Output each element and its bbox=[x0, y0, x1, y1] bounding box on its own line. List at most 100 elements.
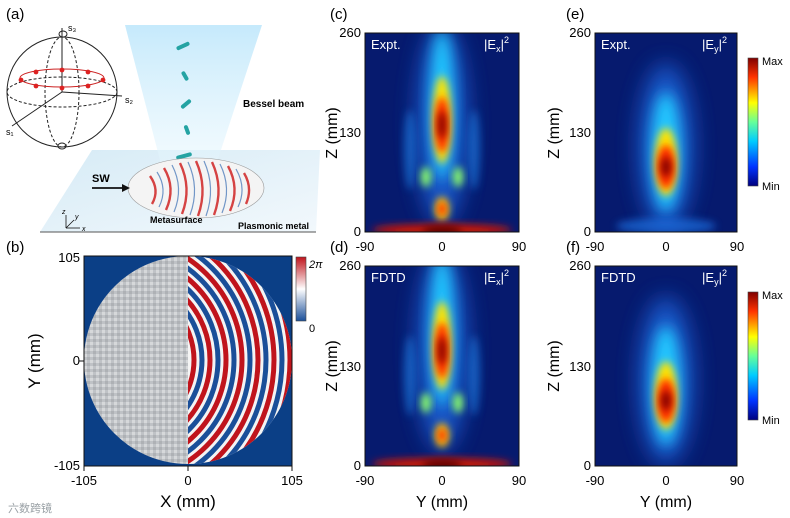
panel-b-label: (b) bbox=[6, 239, 24, 256]
e-ztick-260: 260 bbox=[569, 25, 591, 40]
b-xtick-mid: 0 bbox=[184, 473, 191, 488]
d-ytick-right: 90 bbox=[512, 473, 526, 488]
panel-f-label: (f) bbox=[566, 239, 580, 256]
phase-colorbar-min: 0 bbox=[309, 323, 315, 335]
intensity-colorbar-bottom: Max Min bbox=[747, 290, 783, 427]
c-ytick-mid: 0 bbox=[438, 239, 445, 254]
s3-label: s₃ bbox=[68, 23, 77, 33]
side-lobe-left bbox=[404, 335, 416, 416]
e-ytick-mid: 0 bbox=[662, 239, 669, 254]
panel-c-label: (c) bbox=[330, 6, 348, 23]
phase-colorbar bbox=[295, 256, 307, 322]
panel-e-label: (e) bbox=[566, 6, 584, 23]
c-ztick-0: 0 bbox=[354, 224, 361, 239]
b-ylabel: Y (mm) bbox=[25, 333, 44, 388]
colorbar-bottom-min: Min bbox=[762, 415, 780, 427]
s2-axis bbox=[61, 91, 123, 97]
pole-bottom bbox=[57, 142, 67, 150]
axis-z-label: z bbox=[61, 209, 66, 216]
d-zlabel: Z (mm) bbox=[324, 340, 341, 392]
bessel-beam-cone bbox=[125, 25, 262, 168]
d-ztick-130: 130 bbox=[339, 359, 361, 374]
surface-band bbox=[616, 218, 716, 232]
f-ytick-mid: 0 bbox=[662, 473, 669, 488]
c-field bbox=[372, 33, 512, 232]
polarization-markers bbox=[176, 41, 192, 160]
b-ytick-top: 105 bbox=[58, 250, 80, 265]
colorbar-top-min: Min bbox=[762, 181, 780, 193]
plasmonic-metal-label: Plasmonic metal bbox=[238, 221, 309, 231]
e-ytick-left: -90 bbox=[586, 239, 605, 254]
pole-top bbox=[58, 30, 68, 38]
axis-y-label: y bbox=[74, 214, 79, 221]
e-ztick-130: 130 bbox=[569, 125, 591, 140]
b-xlabel: X (mm) bbox=[160, 492, 216, 511]
e-ztick-0: 0 bbox=[584, 224, 591, 239]
side-lobe-left bbox=[404, 109, 416, 190]
b-xtick-right: 105 bbox=[281, 473, 303, 488]
c-ytick-left: -90 bbox=[356, 239, 375, 254]
d-ytick-left: -90 bbox=[356, 473, 375, 488]
phase-disk bbox=[84, 256, 292, 464]
e-field bbox=[616, 63, 716, 232]
panel-d-label: (d) bbox=[330, 239, 348, 256]
mid-spot-left bbox=[421, 392, 431, 413]
poincare-sphere bbox=[6, 28, 123, 150]
mid-spot-left bbox=[421, 166, 431, 187]
f-ztick-130: 130 bbox=[569, 359, 591, 374]
beam-peak-center bbox=[661, 156, 671, 177]
e-ytick-right: 90 bbox=[730, 239, 744, 254]
watermark: 六数跨镜 bbox=[8, 501, 52, 515]
axis-x-label: x bbox=[81, 226, 86, 233]
sw-label: SW bbox=[92, 173, 110, 185]
f-ztick-0: 0 bbox=[584, 458, 591, 473]
d-ztick-0: 0 bbox=[354, 458, 361, 473]
d-field bbox=[372, 266, 512, 466]
c-ytick-right: 90 bbox=[512, 239, 526, 254]
c-title: Expt. bbox=[371, 37, 401, 52]
f-ytick-right: 90 bbox=[730, 473, 744, 488]
secondary-spot-core bbox=[438, 428, 446, 443]
s1-label: s₁ bbox=[6, 127, 14, 137]
b-xtick-left: -105 bbox=[71, 473, 97, 488]
polarization-points bbox=[18, 67, 106, 91]
side-lobe-right bbox=[468, 335, 480, 416]
beam-peak-center bbox=[661, 390, 671, 411]
f-ytick-left: -90 bbox=[586, 473, 605, 488]
metasurface-label: Metasurface bbox=[150, 215, 203, 225]
b-ytick-mid: 0 bbox=[73, 353, 80, 368]
s2-label: s₂ bbox=[125, 95, 134, 105]
beam-peak-center bbox=[438, 110, 446, 139]
f-ylabel: Y (mm) bbox=[640, 494, 692, 511]
f-ztick-260: 260 bbox=[569, 258, 591, 273]
sw-arrowhead bbox=[122, 184, 130, 192]
s1-axis bbox=[11, 91, 63, 127]
f-field bbox=[638, 296, 694, 465]
metasurface-disk bbox=[127, 157, 265, 219]
panel-a-label: (a) bbox=[6, 6, 24, 23]
panel-e: (e) Expt. |Ey|2 bbox=[566, 6, 738, 233]
beam-peak-center bbox=[438, 336, 446, 365]
panel-b: (b) bbox=[6, 239, 323, 511]
e-zlabel: Z (mm) bbox=[546, 107, 563, 159]
d-ylabel: Y (mm) bbox=[416, 494, 468, 511]
d-title: FDTD bbox=[371, 270, 406, 285]
d-ytick-mid: 0 bbox=[438, 473, 445, 488]
bessel-beam-label: Bessel beam bbox=[243, 99, 304, 110]
f-zlabel: Z (mm) bbox=[546, 340, 563, 392]
mid-spot-right bbox=[453, 166, 463, 187]
d-field-label: |Ex|2 bbox=[484, 268, 509, 287]
side-lobe-right bbox=[468, 109, 480, 190]
sphere-equator bbox=[6, 76, 118, 108]
secondary-spot-core bbox=[438, 202, 446, 217]
e-title: Expt. bbox=[601, 37, 631, 52]
surface-band-core bbox=[422, 226, 462, 232]
f-title: FDTD bbox=[601, 270, 636, 285]
c-ztick-260: 260 bbox=[339, 25, 361, 40]
c-zlabel: Z (mm) bbox=[324, 107, 341, 159]
surface-band-core bbox=[422, 460, 462, 466]
phase-colorbar-max: 2π bbox=[308, 259, 323, 271]
b-ytick-bottom: -105 bbox=[54, 458, 80, 473]
intensity-colorbar-top: Max Min bbox=[747, 56, 783, 193]
